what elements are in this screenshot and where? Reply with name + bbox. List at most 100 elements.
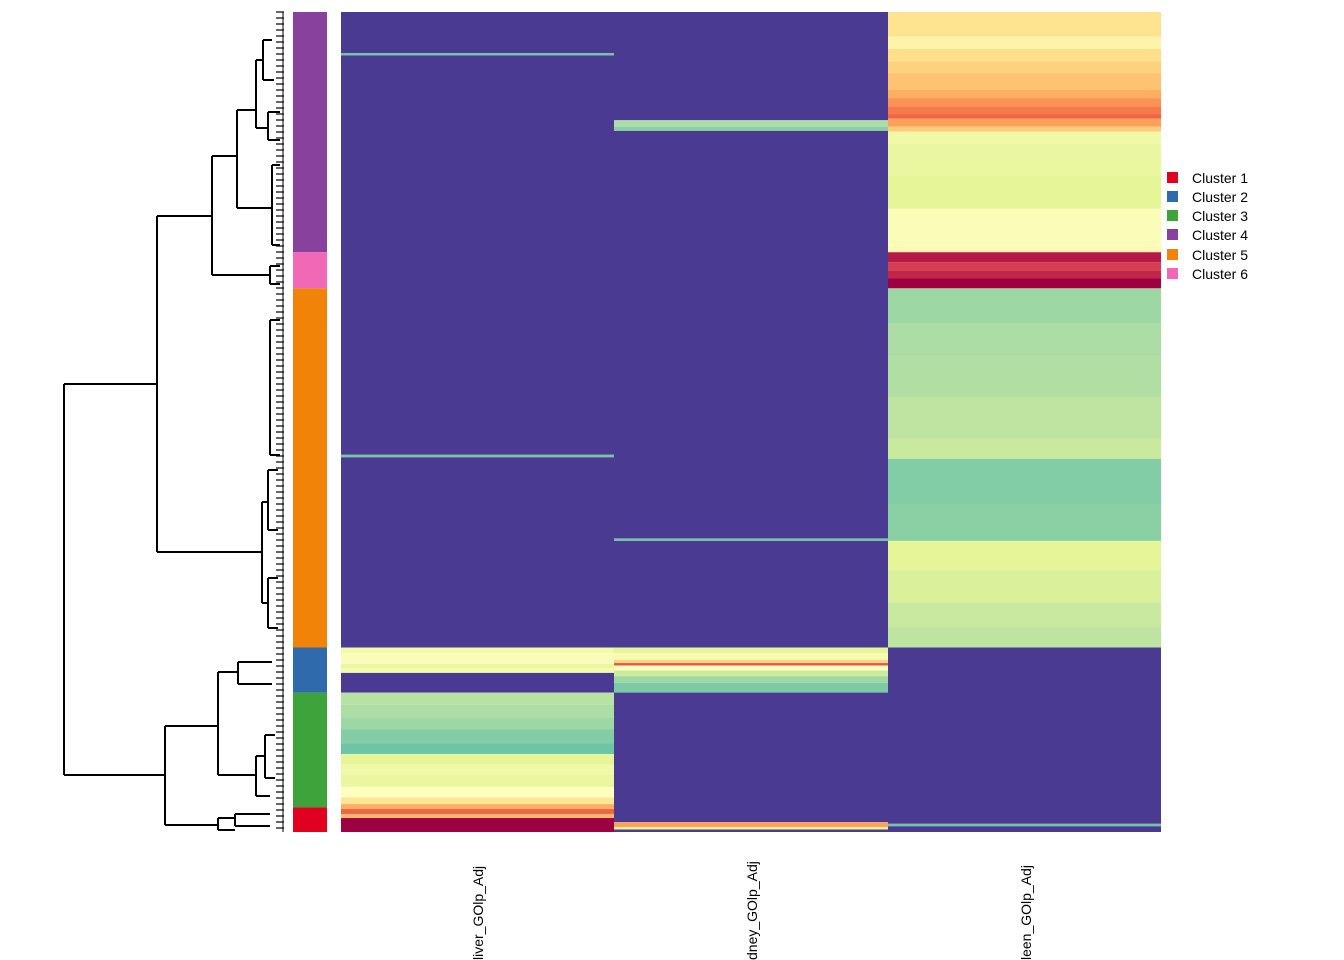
heatmap-cell-col2-seg24 [888,438,1161,459]
heatmap-cell-col0-seg10 [341,692,614,705]
heatmap-cell-col2-seg30 [888,627,1161,648]
heatmap-cell-col2-seg23 [888,397,1161,439]
heatmap-cell-col2-seg29 [888,602,1161,627]
cluster-legend: Cluster 1 Cluster 2 Cluster 3 Cluster 4 … [1167,170,1248,282]
annotation-cluster-2 [293,647,327,693]
heatmap-cell-col1-seg9 [614,663,888,666]
legend-swatch-cluster-5 [1167,249,1178,260]
legend-label-cluster-6: Cluster 6 [1192,266,1248,282]
heatmap-cell-col2-seg10 [888,126,1161,132]
heatmap-cell-col2-seg2 [888,48,1161,62]
annotation-cluster-6 [293,252,327,289]
heatmap-cell-col1-seg17 [614,829,888,832]
heatmap-cell-col2-seg21 [888,323,1161,357]
annotation-cluster-4 [293,12,327,253]
heatmap-cell-col0-seg7 [341,663,614,668]
legend-label-cluster-3: Cluster 3 [1192,208,1248,224]
heatmap-cell-col0-seg20 [341,804,614,810]
heatmap-body [341,12,1161,832]
column-labels: liver_GOlp_Adj dney_GOlp_Adj leen_GOlp_A… [470,861,1034,960]
heatmap-cell-col2-seg12 [888,143,1161,176]
annotation-cluster-1 [293,807,327,832]
heatmap-cell-col0-seg22 [341,813,614,819]
heatmap-cell-col2-seg27 [888,540,1161,570]
heatmap-cell-col0-seg18 [341,786,614,798]
heatmap-cell-col0-seg4 [341,457,614,648]
heatmap-cell-col1-seg16 [614,827,888,830]
heatmap-cell-col2-seg22 [888,356,1161,398]
heatmap-cell-col1-seg5 [614,540,888,648]
heatmap-cell-col1-seg6 [614,647,888,654]
heatmap-cell-col1-seg13 [614,682,888,693]
heatmap-cell-col2-seg8 [888,114,1161,119]
column-label-spleen: leen_GOlp_Adj [1018,865,1034,960]
heatmap-cell-col2-seg0 [888,12,1161,37]
heatmap-cell-col0-seg13 [341,729,614,744]
heatmap-cell-col1-seg4 [614,538,888,541]
annotation-cluster-5 [293,288,327,648]
heatmap-cell-col0-seg8 [341,668,614,673]
heatmap-cell-col1-seg10 [614,665,888,671]
legend-swatch-cluster-6 [1167,268,1178,279]
heatmap-cell-col2-seg20 [888,288,1161,324]
heatmap-cell-col2-seg26 [888,504,1161,541]
heatmap-cell-col2-seg4 [888,73,1161,90]
legend-label-cluster-5: Cluster 5 [1192,247,1248,263]
heatmap-cell-col2-seg16 [888,252,1161,263]
heatmap-cell-col1-seg3 [614,130,888,539]
legend-swatch-cluster-3 [1167,210,1178,221]
heatmap-cell-col2-seg32 [888,823,1161,827]
heatmap-cell-col2-seg6 [888,98,1161,107]
heatmap-cell-col0-seg1 [341,53,614,56]
heatmap-cell-col1-seg11 [614,670,888,677]
legend-swatch-cluster-4 [1167,229,1178,240]
heatmap-cell-col1-seg8 [614,659,888,664]
heatmap-cell-col0-seg16 [341,764,614,775]
column-label-kidney: dney_GOlp_Adj [744,861,760,960]
heatmap-cell-col1-seg7 [614,653,888,660]
heatmap-cell-col1-seg14 [614,692,888,823]
heatmap-cell-col0-seg17 [341,774,614,787]
legend-swatch-cluster-1 [1167,172,1178,183]
heatmap-cell-col0-seg5 [341,647,614,654]
heatmap-cell-col2-seg7 [888,106,1161,115]
heatmap-cell-col2-seg3 [888,61,1161,74]
heatmap-cell-col0-seg9 [341,672,614,693]
heatmap-cell-col2-seg13 [888,176,1161,209]
legend-label-cluster-2: Cluster 2 [1192,189,1248,205]
column-label-liver: liver_GOlp_Adj [470,866,486,960]
heatmap-cell-col2-seg25 [888,458,1161,504]
heatmap-cell-col1-seg15 [614,822,888,828]
heatmap-cell-col0-seg23 [341,818,614,832]
row-dendrogram [63,11,284,832]
heatmap-cell-col0-seg14 [341,743,614,755]
heatmap-cell-col2-seg9 [888,118,1161,127]
heatmap-cell-col2-seg31 [888,647,1161,824]
heatmap-cell-col0-seg11 [341,704,614,718]
heatmap-cell-col0-seg19 [341,797,614,805]
heatmap-cell-col2-seg15 [888,245,1161,253]
heatmap-cell-col2-seg33 [888,826,1161,832]
heatmap-cell-col0-seg0 [341,12,614,53]
heatmap-cell-col0-seg6 [341,653,614,664]
heatmap-cell-col2-seg5 [888,89,1161,99]
legend-label-cluster-4: Cluster 4 [1192,227,1248,243]
cluster-annotation-bar [293,12,327,832]
heatmap-cell-col1-seg1 [614,120,888,127]
heatmap-cell-col0-seg3 [341,454,614,458]
heatmap-cell-col0-seg15 [341,754,614,765]
heatmap-cell-col2-seg11 [888,131,1161,144]
heatmap-cell-col0-seg21 [341,809,614,814]
heatmap-cell-col1-seg2 [614,126,888,131]
heatmap-cell-col2-seg1 [888,36,1161,49]
heatmap-cell-col2-seg17 [888,262,1161,271]
heatmap-cell-col0-seg2 [341,55,614,455]
heatmap-cell-col0-seg12 [341,717,614,730]
heatmap-cell-col2-seg28 [888,569,1161,603]
heatmap-cell-col2-seg19 [888,278,1161,289]
heatmap-cell-col2-seg18 [888,270,1161,279]
legend-swatch-cluster-2 [1167,191,1178,202]
legend-label-cluster-1: Cluster 1 [1192,170,1248,186]
heatmap-cell-col1-seg0 [614,12,888,121]
